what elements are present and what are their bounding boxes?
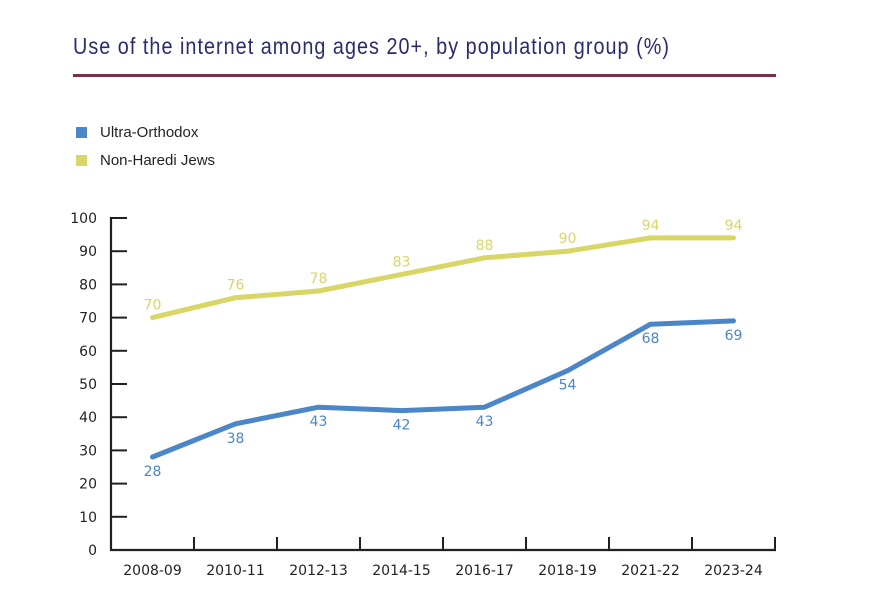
data-label: 42 — [393, 418, 411, 434]
x-tick-label: 2012-13 — [289, 563, 348, 579]
data-label: 90 — [559, 231, 577, 247]
legend-swatch-ultra-orthodox — [76, 126, 87, 138]
x-tick-label: 2018-19 — [538, 563, 597, 579]
data-label: 38 — [227, 431, 245, 447]
data-label: 54 — [559, 378, 577, 394]
legend-swatch-non-haredi-jews — [76, 154, 87, 166]
data-label: 78 — [310, 271, 328, 287]
y-tick-label: 80 — [79, 277, 97, 293]
legend-label: Ultra-Orthodox — [100, 123, 199, 141]
data-label: 70 — [144, 298, 162, 314]
data-label: 28 — [144, 464, 162, 480]
chart-title: Use of the internet among ages 20+, by p… — [73, 33, 670, 59]
data-label: 94 — [642, 218, 660, 234]
data-label: 43 — [310, 414, 328, 430]
y-tick-label: 20 — [79, 477, 97, 493]
y-tick-label: 60 — [79, 344, 97, 360]
data-label: 83 — [393, 254, 411, 270]
series-line-ultra-orthodox — [150, 318, 736, 460]
legend-label: Non-Haredi Jews — [100, 151, 216, 169]
data-label: 68 — [642, 331, 660, 347]
data-label: 43 — [476, 414, 494, 430]
y-tick-label: 30 — [79, 443, 97, 459]
y-tick-label: 90 — [79, 244, 97, 260]
data-label: 94 — [725, 218, 743, 234]
data-label: 88 — [476, 238, 494, 254]
series-line-non-haredi-jews — [150, 235, 736, 321]
legend: Ultra-Orthodox Non-Haredi Jews — [76, 118, 215, 174]
x-tick-label: 2016-17 — [455, 563, 514, 579]
y-tick-label: 40 — [79, 410, 97, 426]
data-label: 69 — [725, 328, 743, 344]
x-tick-label: 2021-22 — [621, 563, 680, 579]
x-tick-label: 2023-24 — [704, 563, 763, 579]
y-tick-label: 0 — [88, 543, 97, 559]
y-tick-label: 50 — [79, 377, 97, 393]
y-tick-label: 10 — [79, 510, 97, 526]
x-tick-label: 2014-15 — [372, 563, 431, 579]
y-tick-label: 70 — [79, 311, 97, 327]
y-tick-label: 100 — [70, 211, 97, 227]
x-tick-label: 2008-09 — [123, 563, 182, 579]
data-label: 76 — [227, 278, 245, 294]
x-tick-label: 2010-11 — [206, 563, 265, 579]
title-underline — [73, 74, 776, 77]
legend-item-ultra-orthodox: Ultra-Orthodox — [76, 118, 215, 146]
legend-item-non-haredi-jews: Non-Haredi Jews — [76, 146, 215, 174]
